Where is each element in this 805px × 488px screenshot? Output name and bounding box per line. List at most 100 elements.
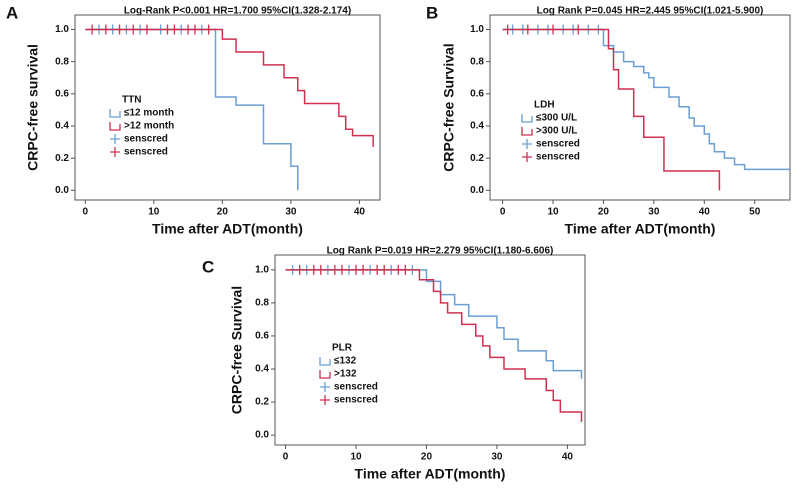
y-tick-label: 0.2 [55,153,69,164]
censor-mark [374,264,381,275]
legend-title: LDH [534,100,555,111]
censor-mark [504,24,511,35]
survival-curve [285,269,583,379]
x-tick-label: 10 [350,452,362,463]
x-tick-label: 30 [648,207,660,218]
legend-label: >132 [334,369,357,380]
x-tick-label: 10 [148,207,160,218]
legend-label: senscred [124,134,168,145]
legend-label: ≤132 [334,356,357,367]
panel-letter: A [6,3,18,22]
censor-mark [317,264,324,275]
legend-censor-swatch [320,382,330,392]
y-tick-label: 0.4 [470,121,484,132]
y-tick-label: 0.4 [255,364,269,375]
y-tick-label: 0.8 [470,56,484,67]
legend-swatch [319,370,331,379]
x-tick-label: 40 [354,207,366,218]
legend-censor-swatch [110,134,120,144]
legend-label: senscred [334,382,378,393]
plot-frame [74,14,381,201]
x-axis-label: Time after ADT(month) [355,466,506,482]
censor-mark [524,24,531,35]
x-tick-label: 20 [598,207,610,218]
x-axis-label: Time after ADT(month) [565,221,716,237]
x-tick-label: 40 [699,207,711,218]
y-tick-label: 0.0 [55,185,69,196]
x-axis-label: Time after ADT(month) [152,221,303,237]
censor-mark [296,264,303,275]
x-tick-label: 10 [547,207,559,218]
legend-label: ≤300 U/L [536,113,577,124]
survival-curve [285,269,583,422]
y-tick-label: 0.0 [255,430,269,441]
annotation: Log-Rank P<0.001 HR=1.700 95%CI(1.328-2.… [124,6,351,17]
legend-swatch [109,122,121,131]
y-tick-label: 0.2 [470,153,484,164]
censor-mark [310,264,317,275]
x-tick-label: 30 [285,207,297,218]
x-tick-label: 20 [217,207,229,218]
censor-mark [191,24,198,35]
annotation: Log Rank P=0.045 HR=2.445 95%CI(1.021-5.… [537,6,764,17]
legend-swatch [109,109,121,118]
legend-label: senscred [536,139,580,150]
legend-label: ≤12 month [124,108,174,119]
censor-mark [360,264,367,275]
x-tick-label: 30 [491,452,503,463]
y-tick-label: 0.6 [470,88,484,99]
y-tick-label: 0.2 [255,397,269,408]
survival-curve [85,28,299,191]
y-tick-label: 0.6 [55,88,69,99]
y-axis-label: CRPC-free survival [25,44,41,171]
censor-mark [116,24,123,35]
y-tick-label: 0.8 [55,56,69,67]
y-tick-label: 1.0 [55,24,69,35]
censor-mark [205,24,212,35]
censor-mark [185,24,192,35]
annotation: Log Rank P=0.019 HR=2.279 95%CI(1.180-6.… [327,246,554,257]
plot-frame [274,254,586,446]
survival-curve [502,28,790,171]
legend-swatch [319,357,331,366]
censor-mark [130,24,137,35]
plot-frame [489,14,791,201]
legend-title: PLR [332,343,353,354]
x-tick-label: 0 [283,452,289,463]
censor-mark [550,24,557,35]
censor-mark [102,24,109,35]
censor-mark [338,264,345,275]
censor-mark [402,264,409,275]
legend-label: >300 U/L [536,126,577,137]
legend-censor-swatch [320,395,330,405]
survival-curve [502,28,721,191]
legend-label: senscred [536,152,580,163]
censor-mark [164,24,171,35]
legend-censor-swatch [522,152,532,162]
legend-label: >12 month [124,121,174,132]
x-tick-label: 0 [82,207,88,218]
y-tick-label: 1.0 [470,24,484,35]
x-tick-label: 0 [500,207,506,218]
censor-mark [353,264,360,275]
panel-letter: C [202,257,214,276]
censor-mark [89,24,96,35]
legend-label: senscred [334,395,378,406]
legend-title: TTN [122,95,141,106]
survival-curve [85,28,374,147]
legend-label: senscred [124,147,168,158]
legend-censor-swatch [110,147,120,157]
y-tick-label: 0.4 [55,121,69,132]
legend-swatch [521,127,533,136]
y-axis-label: CRPC-free Survival [441,43,457,171]
y-tick-label: 0.0 [470,185,484,196]
legend-swatch [521,114,533,123]
y-tick-label: 0.8 [255,298,269,309]
y-tick-label: 1.0 [255,265,269,276]
x-tick-label: 40 [562,452,574,463]
y-tick-label: 0.6 [255,331,269,342]
x-tick-label: 50 [749,207,761,218]
panel-letter: B [426,3,438,22]
censor-mark [171,24,178,35]
